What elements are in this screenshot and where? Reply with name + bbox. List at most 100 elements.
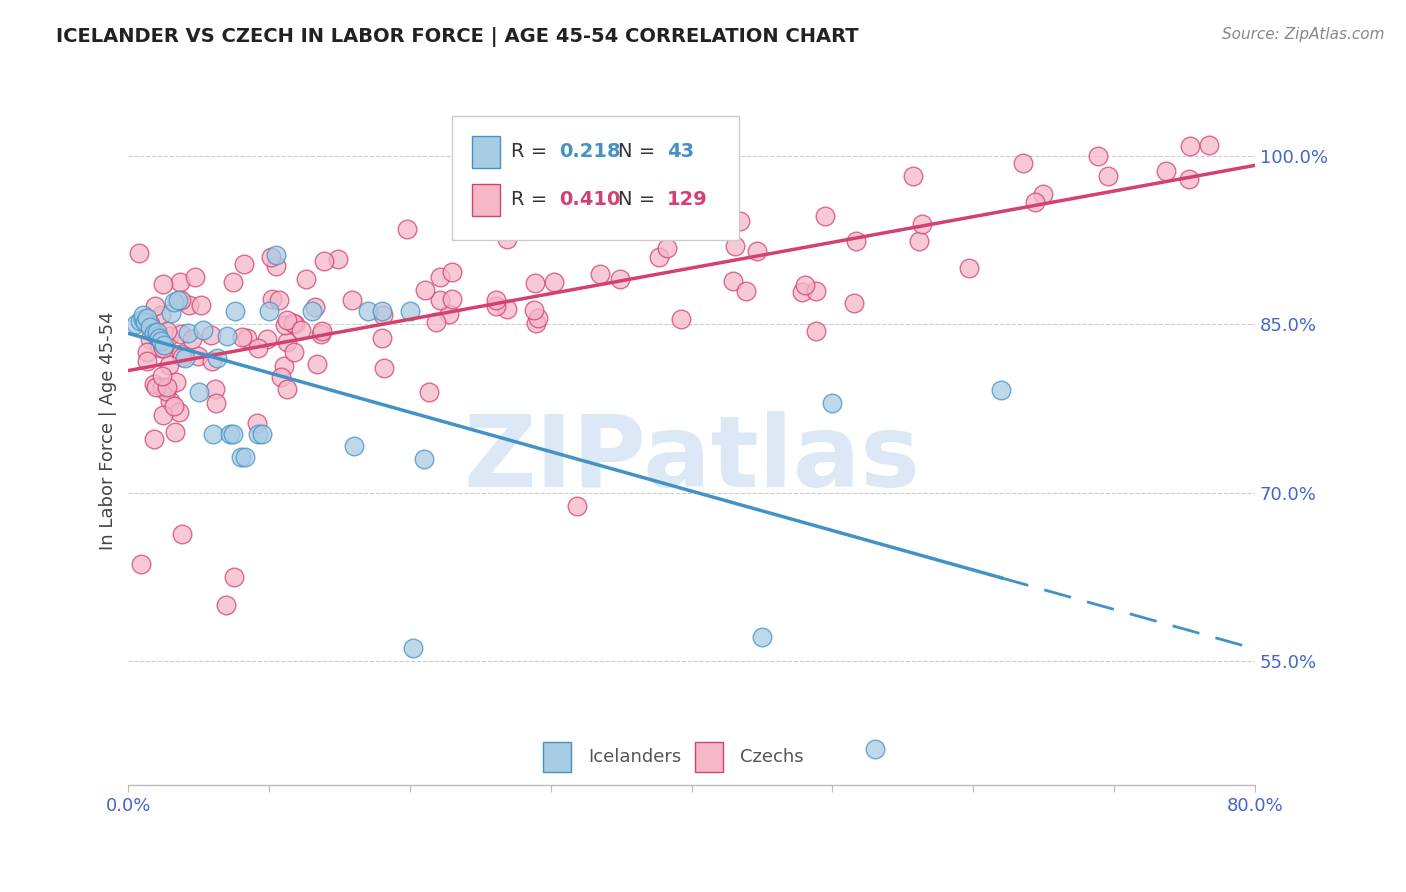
Point (721, 275, 744, 289)
Y-axis label: In Labor Force | Age 45-54: In Labor Force | Age 45-54 (100, 312, 117, 550)
Point (311, 324, 333, 338)
Point (166, 293, 188, 307)
Point (402, 640, 425, 655)
Point (163, 399, 186, 413)
Text: 0.410: 0.410 (558, 190, 620, 210)
Point (150, 380, 173, 394)
Text: Icelanders: Icelanders (588, 748, 682, 766)
Point (270, 369, 292, 384)
Point (957, 260, 980, 275)
Point (170, 326, 193, 341)
Point (222, 275, 245, 289)
Point (169, 275, 191, 289)
Point (429, 269, 451, 284)
Point (184, 269, 207, 284)
Text: 43: 43 (666, 142, 695, 161)
Point (485, 299, 508, 313)
Point (165, 425, 187, 440)
Point (413, 452, 436, 467)
Point (131, 557, 153, 571)
Point (863, 741, 886, 756)
Point (1032, 187, 1054, 202)
Point (191, 323, 214, 337)
Point (157, 329, 180, 343)
Point (142, 377, 165, 392)
Point (371, 331, 394, 345)
Text: ZIPatlas: ZIPatlas (463, 411, 920, 508)
Point (804, 324, 827, 338)
Point (246, 416, 269, 430)
Point (523, 276, 546, 290)
Point (170, 351, 193, 365)
Point (142, 326, 165, 341)
Point (496, 302, 519, 317)
Point (232, 257, 254, 271)
Point (218, 427, 240, 442)
Point (437, 307, 460, 321)
Point (671, 312, 693, 326)
Point (236, 330, 259, 344)
Point (260, 292, 283, 306)
Point (264, 259, 287, 273)
Point (908, 235, 931, 249)
Point (1087, 149, 1109, 163)
Point (371, 304, 394, 318)
Point (152, 337, 174, 351)
Point (156, 380, 179, 394)
Point (790, 285, 813, 299)
Text: ICELANDER VS CZECH IN LABOR FORCE | AGE 45-54 CORRELATION CHART: ICELANDER VS CZECH IN LABOR FORCE | AGE … (56, 27, 859, 46)
Point (312, 254, 335, 268)
Point (343, 439, 366, 453)
Point (425, 315, 447, 329)
Point (1097, 169, 1119, 184)
Point (290, 323, 312, 337)
Point (172, 527, 194, 541)
Point (176, 326, 198, 341)
Point (145, 380, 167, 394)
Point (735, 284, 758, 298)
Point (301, 304, 323, 318)
Point (200, 328, 222, 343)
Point (371, 308, 394, 322)
Point (156, 324, 179, 338)
Point (252, 427, 274, 442)
Point (440, 264, 463, 278)
Point (152, 369, 174, 384)
Point (143, 300, 166, 314)
Point (131, 309, 153, 323)
Point (612, 219, 634, 234)
Point (418, 385, 440, 400)
Point (231, 330, 253, 344)
Point (274, 318, 297, 333)
Point (152, 409, 174, 423)
Point (149, 334, 172, 349)
Point (429, 293, 451, 307)
Point (373, 361, 395, 376)
Point (181, 332, 204, 346)
Point (609, 272, 631, 286)
Point (647, 250, 669, 264)
Point (149, 341, 172, 355)
Point (146, 326, 169, 341)
Point (524, 316, 547, 330)
Bar (472, 184, 501, 216)
Text: N =: N = (619, 142, 662, 161)
Point (157, 358, 180, 372)
Point (139, 332, 162, 346)
Point (357, 304, 380, 318)
Point (135, 310, 157, 325)
Point (170, 347, 193, 361)
Point (723, 239, 745, 253)
Point (205, 396, 228, 410)
Text: Czechs: Czechs (740, 748, 804, 766)
Point (814, 209, 837, 223)
Bar (695, 742, 723, 772)
Point (273, 359, 295, 373)
Point (201, 427, 224, 442)
Point (215, 328, 238, 343)
Point (136, 345, 159, 359)
Point (281, 316, 304, 330)
Point (148, 331, 170, 345)
Point (284, 317, 307, 331)
Point (205, 351, 228, 365)
